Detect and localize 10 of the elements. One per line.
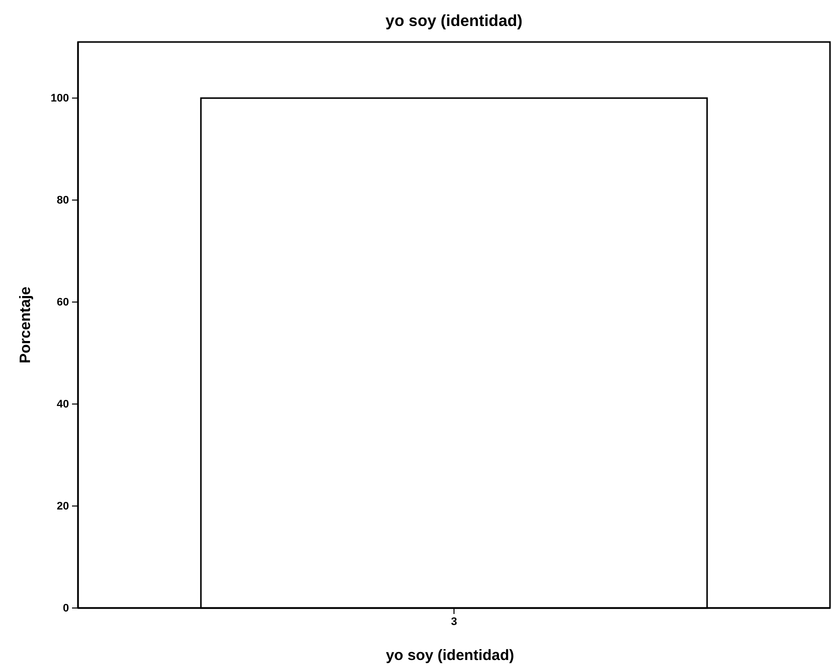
x-tick-label: 3 bbox=[450, 616, 458, 628]
y-axis-title: Porcentaje bbox=[17, 286, 34, 364]
y-tick-label: 0 bbox=[62, 602, 69, 615]
y-tick-label: 40 bbox=[56, 398, 69, 411]
chart-title: yo soy (identidad) bbox=[386, 13, 522, 30]
y-tick-label: 60 bbox=[56, 296, 69, 309]
y-tick-label: 80 bbox=[56, 194, 69, 207]
x-axis-title: yo soy (identidad) bbox=[386, 647, 514, 664]
y-tick-label: 20 bbox=[56, 500, 69, 513]
y-tick-label: 100 bbox=[50, 92, 69, 105]
